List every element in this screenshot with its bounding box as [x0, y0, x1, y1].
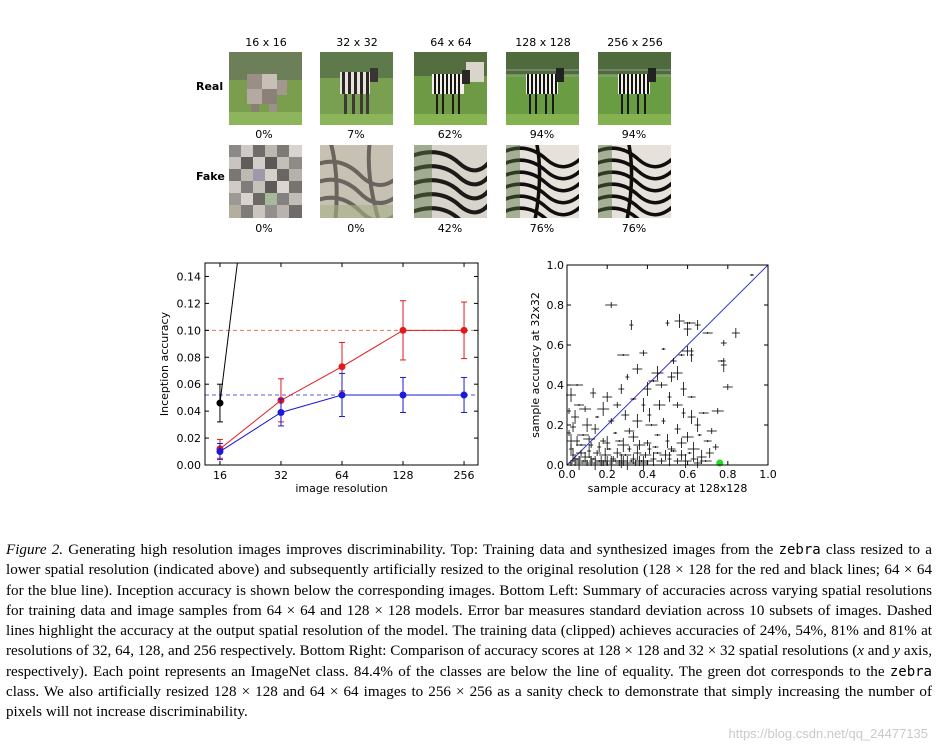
x-tick-label: 16	[213, 469, 227, 482]
x-tick-label: 64	[335, 469, 349, 482]
column-header: 64 x 64	[430, 36, 472, 49]
fake-zebra-image-16	[229, 145, 302, 218]
y-tick-label: 0.00	[177, 459, 202, 472]
column-header: 128 x 128	[515, 36, 571, 49]
x-tick-label: 128	[393, 469, 414, 482]
caption-variable: y	[893, 643, 901, 660]
data-point	[277, 408, 285, 416]
y-tick-label: 0.04	[177, 405, 202, 418]
x-tick-label: 0.8	[719, 468, 737, 481]
caption-text: axis, respectively). Each point represen…	[6, 643, 932, 680]
real-zebra-image-32	[320, 52, 393, 125]
y-axis-label: Inception accuracy	[158, 311, 171, 416]
caption-code: zebra	[889, 663, 932, 680]
x-tick-label: 0.6	[679, 468, 697, 481]
row-label-fake: Fake	[196, 170, 225, 183]
caption-code: zebra	[778, 542, 821, 558]
caption-variable: x	[857, 643, 864, 660]
accuracy-label: 0%	[255, 128, 273, 141]
caption-text: class resized to a lower spatial resolut…	[6, 542, 932, 660]
y-tick-label: 1.0	[547, 259, 565, 272]
y-tick-label: 0.14	[177, 270, 202, 283]
y-tick-label: 0.6	[547, 339, 565, 352]
series-line	[219, 263, 238, 404]
y-tick-label: 0.12	[177, 297, 202, 310]
y-axis-label: sample accuracy at 32x32	[529, 292, 542, 438]
fake-zebra-image-32	[320, 145, 393, 218]
data-point	[216, 399, 224, 407]
real-zebra-image-64	[414, 52, 487, 125]
figure-caption: Figure 2. Generating high resolution ima…	[6, 540, 932, 723]
x-tick-label: 256	[454, 469, 475, 482]
column-header: 16 x 16	[245, 36, 287, 49]
row-label-real: Real	[196, 80, 224, 93]
y-tick-label: 0.2	[547, 419, 565, 432]
x-tick-label: 0.4	[639, 468, 657, 481]
accuracy-label: 0%	[347, 222, 365, 235]
accuracy-label: 76%	[529, 222, 555, 235]
accuracy-label: 76%	[621, 222, 647, 235]
watermark: https://blog.csdn.net/qq_24477135	[728, 726, 929, 741]
data-point	[460, 326, 468, 334]
accuracy-label: 42%	[437, 222, 463, 235]
x-tick-label: 0.0	[558, 468, 576, 481]
column-header: 32 x 32	[336, 36, 378, 49]
data-point	[338, 363, 346, 371]
fake-zebra-image-256	[598, 145, 671, 218]
equality-line	[566, 264, 769, 466]
caption-text: class. We also artificially resized 128 …	[6, 684, 932, 721]
y-tick-label: 0.08	[177, 351, 202, 364]
data-point	[460, 391, 468, 399]
y-tick-label: 0.8	[547, 299, 565, 312]
accuracy-label: 94%	[621, 128, 647, 141]
figure-label: Figure 2.	[6, 542, 64, 558]
y-tick-label: 0.4	[547, 379, 565, 392]
caption-text: and	[863, 643, 894, 660]
fake-zebra-image-128	[506, 145, 579, 218]
data-point	[399, 326, 407, 334]
data-point	[216, 448, 224, 456]
plot-frame	[566, 264, 769, 466]
data-point	[399, 391, 407, 399]
accuracy-label: 0%	[255, 222, 273, 235]
column-header: 256 x 256	[607, 36, 663, 49]
accuracy-label: 7%	[347, 128, 365, 141]
x-tick-label: 0.2	[598, 468, 616, 481]
real-zebra-image-128	[506, 52, 579, 125]
data-point	[338, 391, 346, 399]
y-tick-label: 0.06	[177, 378, 202, 391]
x-axis-label: image resolution	[295, 482, 387, 495]
real-zebra-image-16	[229, 52, 302, 125]
series-group	[216, 263, 468, 461]
accuracy-label: 62%	[437, 128, 463, 141]
x-tick-label: 1.0	[759, 468, 777, 481]
accuracy-label: 94%	[529, 128, 555, 141]
x-tick-label: 32	[274, 469, 288, 482]
real-zebra-image-256	[598, 52, 671, 125]
class-accuracy-scatter: 0.0 0.2 0.4 0.6 0.8 1.0 0.0 0.2 0.4 0.6 0.8 1.0 samp…	[529, 259, 777, 495]
y-tick-label: 0.0	[547, 459, 565, 472]
caption-text: Generating high resolution images improv…	[63, 542, 779, 558]
y-tick-label: 0.10	[177, 324, 202, 337]
inception-accuracy-chart: 0.00 0.02 0.04 0.06 0.08 0.10 0.12 0.14 16 32 64 12…	[158, 262, 479, 495]
y-tick-label: 0.02	[177, 432, 202, 445]
fake-zebra-image-64	[414, 145, 487, 218]
x-axis-label: sample accuracy at 128x128	[588, 482, 748, 495]
